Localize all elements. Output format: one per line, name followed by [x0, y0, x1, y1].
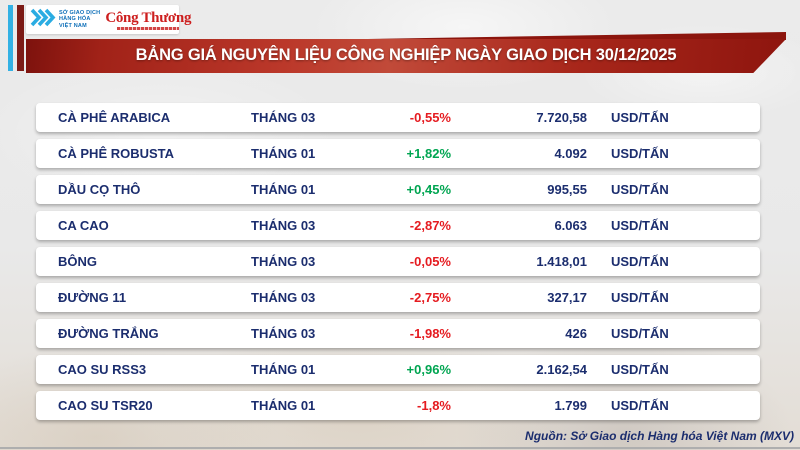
commodity-name: CÀ PHÊ ARABICA [58, 110, 171, 125]
mxv-logo-line-1: SỞ GIAO DỊCH [59, 9, 101, 16]
change-percent: +0,96% [406, 362, 451, 377]
price-value: 2.162,54 [536, 362, 587, 377]
masthead-tagline-bar [117, 26, 180, 30]
table-row: CÀ PHÊ ROBUSTA THÁNG 01 +1,82% 4.092 USD… [36, 139, 760, 168]
change-percent: -0,55% [409, 110, 451, 125]
logo-panel: SỞ GIAO DỊCH HÀNG HÓA VIỆT NAM Công Thươ… [26, 5, 191, 34]
change-percent: +0,45% [406, 182, 451, 197]
title-banner: BẢNG GIÁ NGUYÊN LIỆU CÔNG NGHIỆP NGÀY GI… [26, 39, 786, 73]
left-accent-stripe-maroon [17, 5, 24, 71]
change-percent: -0,05% [409, 254, 451, 269]
cong-thuong-wordmark: Công Thương [105, 9, 192, 26]
change-percent: +1,82% [406, 146, 451, 161]
contract-month: THÁNG 03 [251, 290, 316, 305]
price-value: 7.720,58 [536, 110, 587, 125]
mxv-logo-line-3: VIỆT NAM [59, 22, 87, 29]
price-unit: USD/TẤN [611, 362, 669, 377]
price-value: 4.092 [554, 146, 587, 161]
banner-top-accent [310, 32, 786, 40]
price-unit: USD/TẤN [611, 254, 669, 269]
table-row: CA CAO THÁNG 03 -2,87% 6.063 USD/TẤN [36, 211, 760, 240]
price-value: 1.799 [554, 398, 587, 413]
price-value: 6.063 [554, 218, 587, 233]
contract-month: THÁNG 03 [251, 254, 316, 269]
change-percent: -1,98% [409, 326, 451, 341]
cong-thuong-masthead: Công Thương [105, 10, 191, 30]
price-unit: USD/TẤN [611, 290, 669, 305]
price-unit: USD/TẤN [611, 110, 669, 125]
contract-month: THÁNG 01 [251, 146, 316, 161]
commodity-name: CAO SU RSS3 [58, 362, 147, 377]
contract-month: THÁNG 01 [251, 398, 316, 413]
price-value: 327,17 [547, 290, 587, 305]
commodity-name: BÔNG [58, 254, 97, 269]
commodity-name: CÀ PHÊ ROBUSTA [58, 146, 175, 161]
bottom-divider [0, 447, 800, 449]
table-row: BÔNG THÁNG 03 -0,05% 1.418,01 USD/TẤN [36, 247, 760, 276]
table-row: DẦU CỌ THÔ THÁNG 01 +0,45% 995,55 USD/TẤ… [36, 175, 760, 204]
table-row: CAO SU RSS3 THÁNG 01 +0,96% 2.162,54 USD… [36, 355, 760, 384]
commodity-name: DẦU CỌ THÔ [58, 182, 141, 197]
page-title: BẢNG GIÁ NGUYÊN LIỆU CÔNG NGHIỆP NGÀY GI… [135, 46, 677, 64]
commodity-name: CA CAO [58, 218, 109, 233]
table-row: ĐƯỜNG 11 THÁNG 03 -2,75% 327,17 USD/TẤN [36, 283, 760, 312]
commodity-name: ĐƯỜNG TRẮNG [58, 326, 159, 341]
left-accent-stripe-cyan [8, 5, 13, 71]
contract-month: THÁNG 03 [251, 218, 316, 233]
contract-month: THÁNG 03 [251, 110, 316, 125]
mxv-logo-text: SỞ GIAO DỊCH HÀNG HÓA VIỆT NAM [59, 10, 100, 30]
price-table: CÀ PHÊ ARABICA THÁNG 03 -0,55% 7.720,58 … [36, 103, 760, 420]
contract-month: THÁNG 01 [251, 182, 316, 197]
contract-month: THÁNG 03 [251, 326, 316, 341]
price-value: 426 [565, 326, 587, 341]
table-row: ĐƯỜNG TRẮNG THÁNG 03 -1,98% 426 USD/TẤN [36, 319, 760, 348]
contract-month: THÁNG 01 [251, 362, 316, 377]
price-value: 1.418,01 [536, 254, 587, 269]
mxv-logo-line-2: HÀNG HÓA [59, 16, 91, 23]
change-percent: -2,75% [409, 290, 451, 305]
table-row: CÀ PHÊ ARABICA THÁNG 03 -0,55% 7.720,58 … [36, 103, 760, 132]
change-percent: -1,8% [417, 398, 451, 413]
commodity-name: ĐƯỜNG 11 [58, 290, 127, 305]
commodity-name: CAO SU TSR20 [58, 398, 153, 413]
source-note: Nguồn: Sở Giao dịch Hàng hóa Việt Nam (M… [525, 429, 794, 443]
price-unit: USD/TẤN [611, 218, 669, 233]
table-row: CAO SU TSR20 THÁNG 01 -1,8% 1.799 USD/TẤ… [36, 391, 760, 420]
price-unit: USD/TẤN [611, 182, 669, 197]
price-value: 995,55 [547, 182, 587, 197]
change-percent: -2,87% [409, 218, 451, 233]
price-unit: USD/TẤN [611, 326, 669, 341]
mxv-chevron-icon [30, 7, 56, 33]
price-unit: USD/TẤN [611, 398, 669, 413]
price-unit: USD/TẤN [611, 146, 669, 161]
